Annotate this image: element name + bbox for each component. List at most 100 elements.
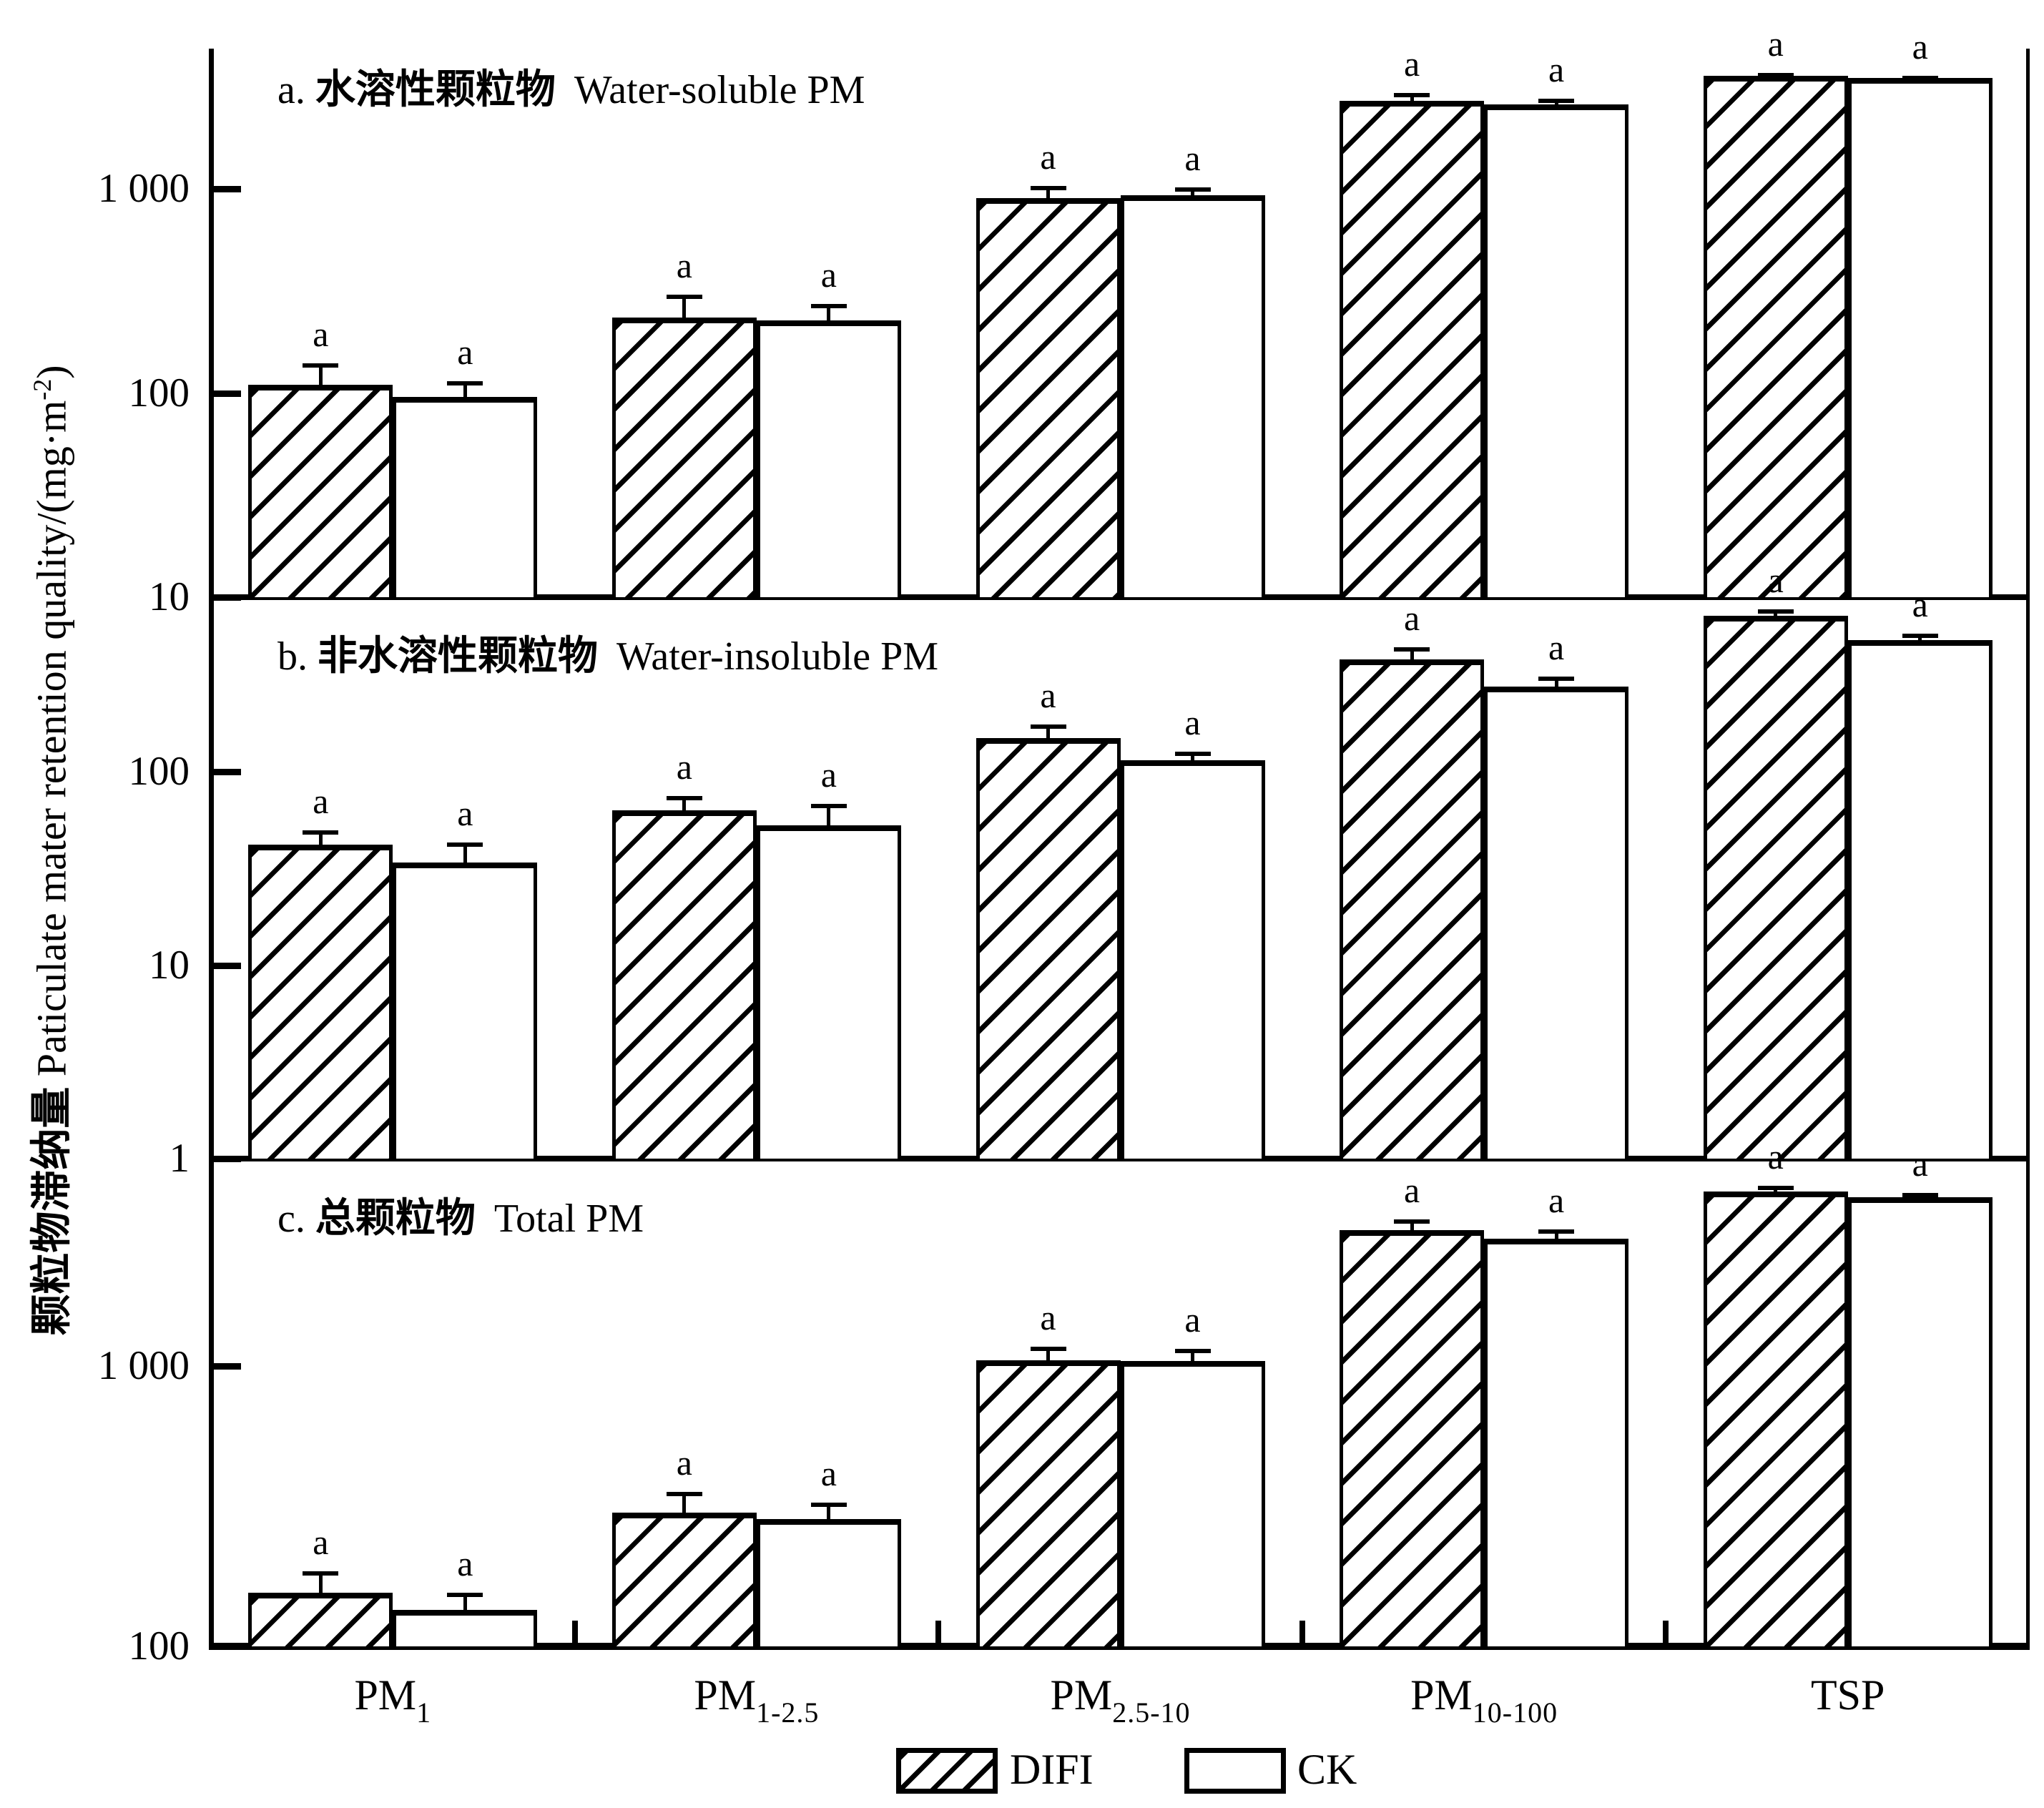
y-tick-label: 1 000	[97, 166, 190, 212]
error-bar	[463, 842, 467, 863]
error-bar-cap	[303, 830, 339, 835]
error-bar-cap	[666, 1492, 702, 1497]
x-tick	[935, 1621, 942, 1646]
error-bar	[318, 830, 323, 845]
panel-title-prefix: b.	[277, 634, 308, 679]
error-bar-cap	[303, 363, 339, 368]
x-category-label: PM10-100	[1341, 1672, 1627, 1727]
error-bar-cap	[810, 304, 847, 309]
legend-swatch-difi	[896, 1748, 998, 1794]
error-bar-cap	[1757, 1185, 1794, 1190]
bar-difi	[611, 317, 757, 597]
error-bar-cap	[1394, 1219, 1430, 1224]
sig-letter: a	[313, 1522, 329, 1563]
sig-letter: a	[1767, 23, 1784, 64]
bar-ck	[1120, 760, 1265, 1159]
bar-difi	[248, 845, 393, 1159]
error-bar-cap	[447, 842, 483, 848]
x-axis-baseline	[209, 1643, 2030, 1650]
panel-title-b: b. 非水溶性颗粒物 Water-insoluble PM	[277, 635, 938, 678]
sig-letter: a	[1912, 1143, 1928, 1184]
error-bar	[682, 294, 687, 318]
bar-ck	[1847, 78, 1993, 597]
sig-letter: a	[1040, 1297, 1056, 1338]
panel-title-a: a. 水溶性颗粒物 Water-soluble PM	[277, 69, 865, 112]
x-category-label: PM1	[250, 1671, 536, 1727]
bar-ck	[1120, 1361, 1265, 1646]
error-bar-cap	[666, 795, 702, 800]
y-tick	[211, 962, 241, 969]
error-bar-cap	[810, 804, 847, 809]
y-tick-label: 1	[169, 1136, 190, 1181]
y-tick	[211, 186, 241, 193]
sig-letter: a	[820, 255, 837, 295]
error-bar-cap	[1394, 647, 1430, 652]
error-bar	[318, 363, 323, 385]
panel-title-en: Water-insoluble PM	[616, 634, 939, 679]
y-tick-label: 1 000	[97, 1343, 190, 1389]
panel-title-prefix: a.	[277, 68, 305, 112]
sig-letter: a	[1548, 1180, 1565, 1221]
bar-difi	[976, 1360, 1121, 1646]
bar-difi	[1340, 659, 1485, 1159]
legend-swatch-ck	[1184, 1748, 1286, 1794]
error-bar-cap	[1030, 724, 1066, 729]
x-category-sub: 10-100	[1472, 1696, 1558, 1729]
error-bar	[1410, 647, 1414, 660]
y-tick	[211, 1363, 241, 1370]
sig-letter: a	[1040, 675, 1056, 716]
error-bar	[827, 804, 831, 825]
bar-difi	[1703, 75, 1848, 597]
x-category-label: PM2.5-10	[978, 1672, 1264, 1727]
bar-ck	[393, 1609, 538, 1646]
bar-difi	[1703, 616, 1848, 1159]
error-bar-cap	[1757, 609, 1794, 614]
y-tick-label: 10	[149, 574, 190, 619]
error-bar	[1046, 724, 1050, 738]
sig-letter: a	[820, 1453, 837, 1494]
bar-ck	[756, 320, 901, 597]
axis-left	[209, 49, 214, 1649]
bar-difi	[1703, 1191, 1848, 1646]
sig-letter: a	[1912, 26, 1928, 67]
y-tick-label: 100	[128, 1623, 190, 1669]
error-bar	[1554, 677, 1558, 687]
sig-letter: a	[1184, 1300, 1201, 1340]
y-axis-label-cn: 颗粒物滞纳量	[28, 1086, 75, 1336]
x-category-main: TSP	[1810, 1671, 1885, 1719]
error-bar	[827, 304, 831, 320]
x-category-label: PM1-2.5	[614, 1672, 900, 1727]
panel-title-en: Total PM	[493, 1197, 644, 1241]
x-tick	[1299, 1621, 1305, 1646]
bar-ck	[1847, 1197, 1993, 1646]
error-bar-cap	[1174, 187, 1211, 192]
y-axis-label: 颗粒物滞纳量 Paticulate mater retention qualit…	[20, 153, 74, 1548]
panel-divider-bc	[209, 1156, 2030, 1161]
bar-difi	[1340, 1230, 1485, 1646]
bar-ck	[756, 825, 901, 1159]
panel-title-cn: 总颗粒物	[315, 1197, 476, 1241]
error-bar-cap	[1902, 1192, 1938, 1197]
sig-letter: a	[1912, 584, 1928, 624]
error-bar-cap	[1538, 1229, 1575, 1234]
bar-difi	[611, 810, 757, 1159]
x-category-sub: 1-2.5	[756, 1696, 820, 1729]
legend-label-ck: CK	[1297, 1746, 1357, 1793]
sig-letter: a	[1040, 136, 1056, 177]
sig-letter: a	[820, 755, 837, 795]
legend-label-difi: DIFI	[1010, 1746, 1094, 1793]
y-tick	[211, 1644, 241, 1650]
x-category-main: PM	[354, 1671, 417, 1719]
error-bar	[1046, 1347, 1050, 1360]
error-bar	[1046, 185, 1050, 199]
error-bar-cap	[1538, 98, 1575, 103]
bar-ck	[1484, 104, 1629, 597]
sig-letter: a	[1403, 598, 1420, 639]
y-tick	[211, 594, 241, 601]
bar-difi	[976, 737, 1121, 1159]
x-category-sub: 2.5-10	[1112, 1696, 1191, 1729]
y-tick-label: 100	[128, 370, 190, 416]
sig-letter: a	[457, 793, 473, 834]
x-tick	[1663, 1621, 1669, 1646]
error-bar-cap	[303, 1571, 339, 1576]
